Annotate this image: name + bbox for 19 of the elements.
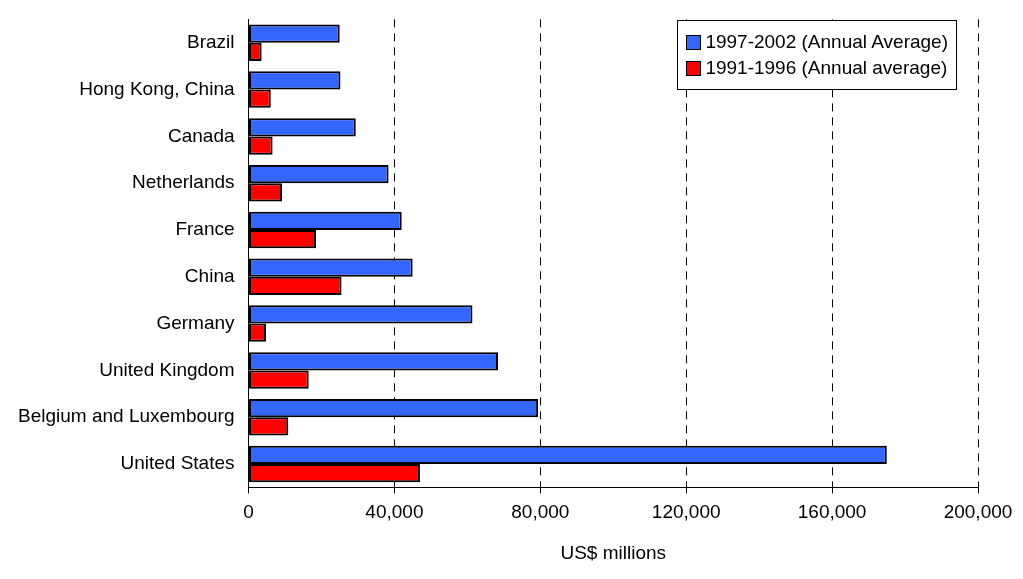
y-tick-label: Canada [167,124,235,146]
x-axis-title: US$ millions [560,541,667,563]
y-tick-label: Belgium and Luxembourg [17,405,235,427]
y-tick-label: China [184,265,235,287]
y-tick-label: United States [120,452,235,474]
x-tick-label: 160,000 [797,501,867,523]
y-tick-label: Germany [156,311,236,333]
x-tick-label: 40,000 [365,501,424,523]
legend-label: 1991-1996 (Annual average) [705,57,948,79]
legend-label: 1997-2002 (Annual Average) [705,31,948,53]
x-tick-label: 0 [243,501,254,523]
x-tick-label: 120,000 [651,501,721,523]
y-tick-label: Brazil [187,31,235,53]
y-tick-label: France [175,218,235,240]
y-tick-label: Hong Kong, China [79,77,235,99]
x-tick-label: 200,000 [943,501,1013,523]
x-tick-label: 80,000 [511,501,570,523]
y-tick-label: Netherlands [132,171,235,193]
y-tick-label: United Kingdom [99,358,235,380]
